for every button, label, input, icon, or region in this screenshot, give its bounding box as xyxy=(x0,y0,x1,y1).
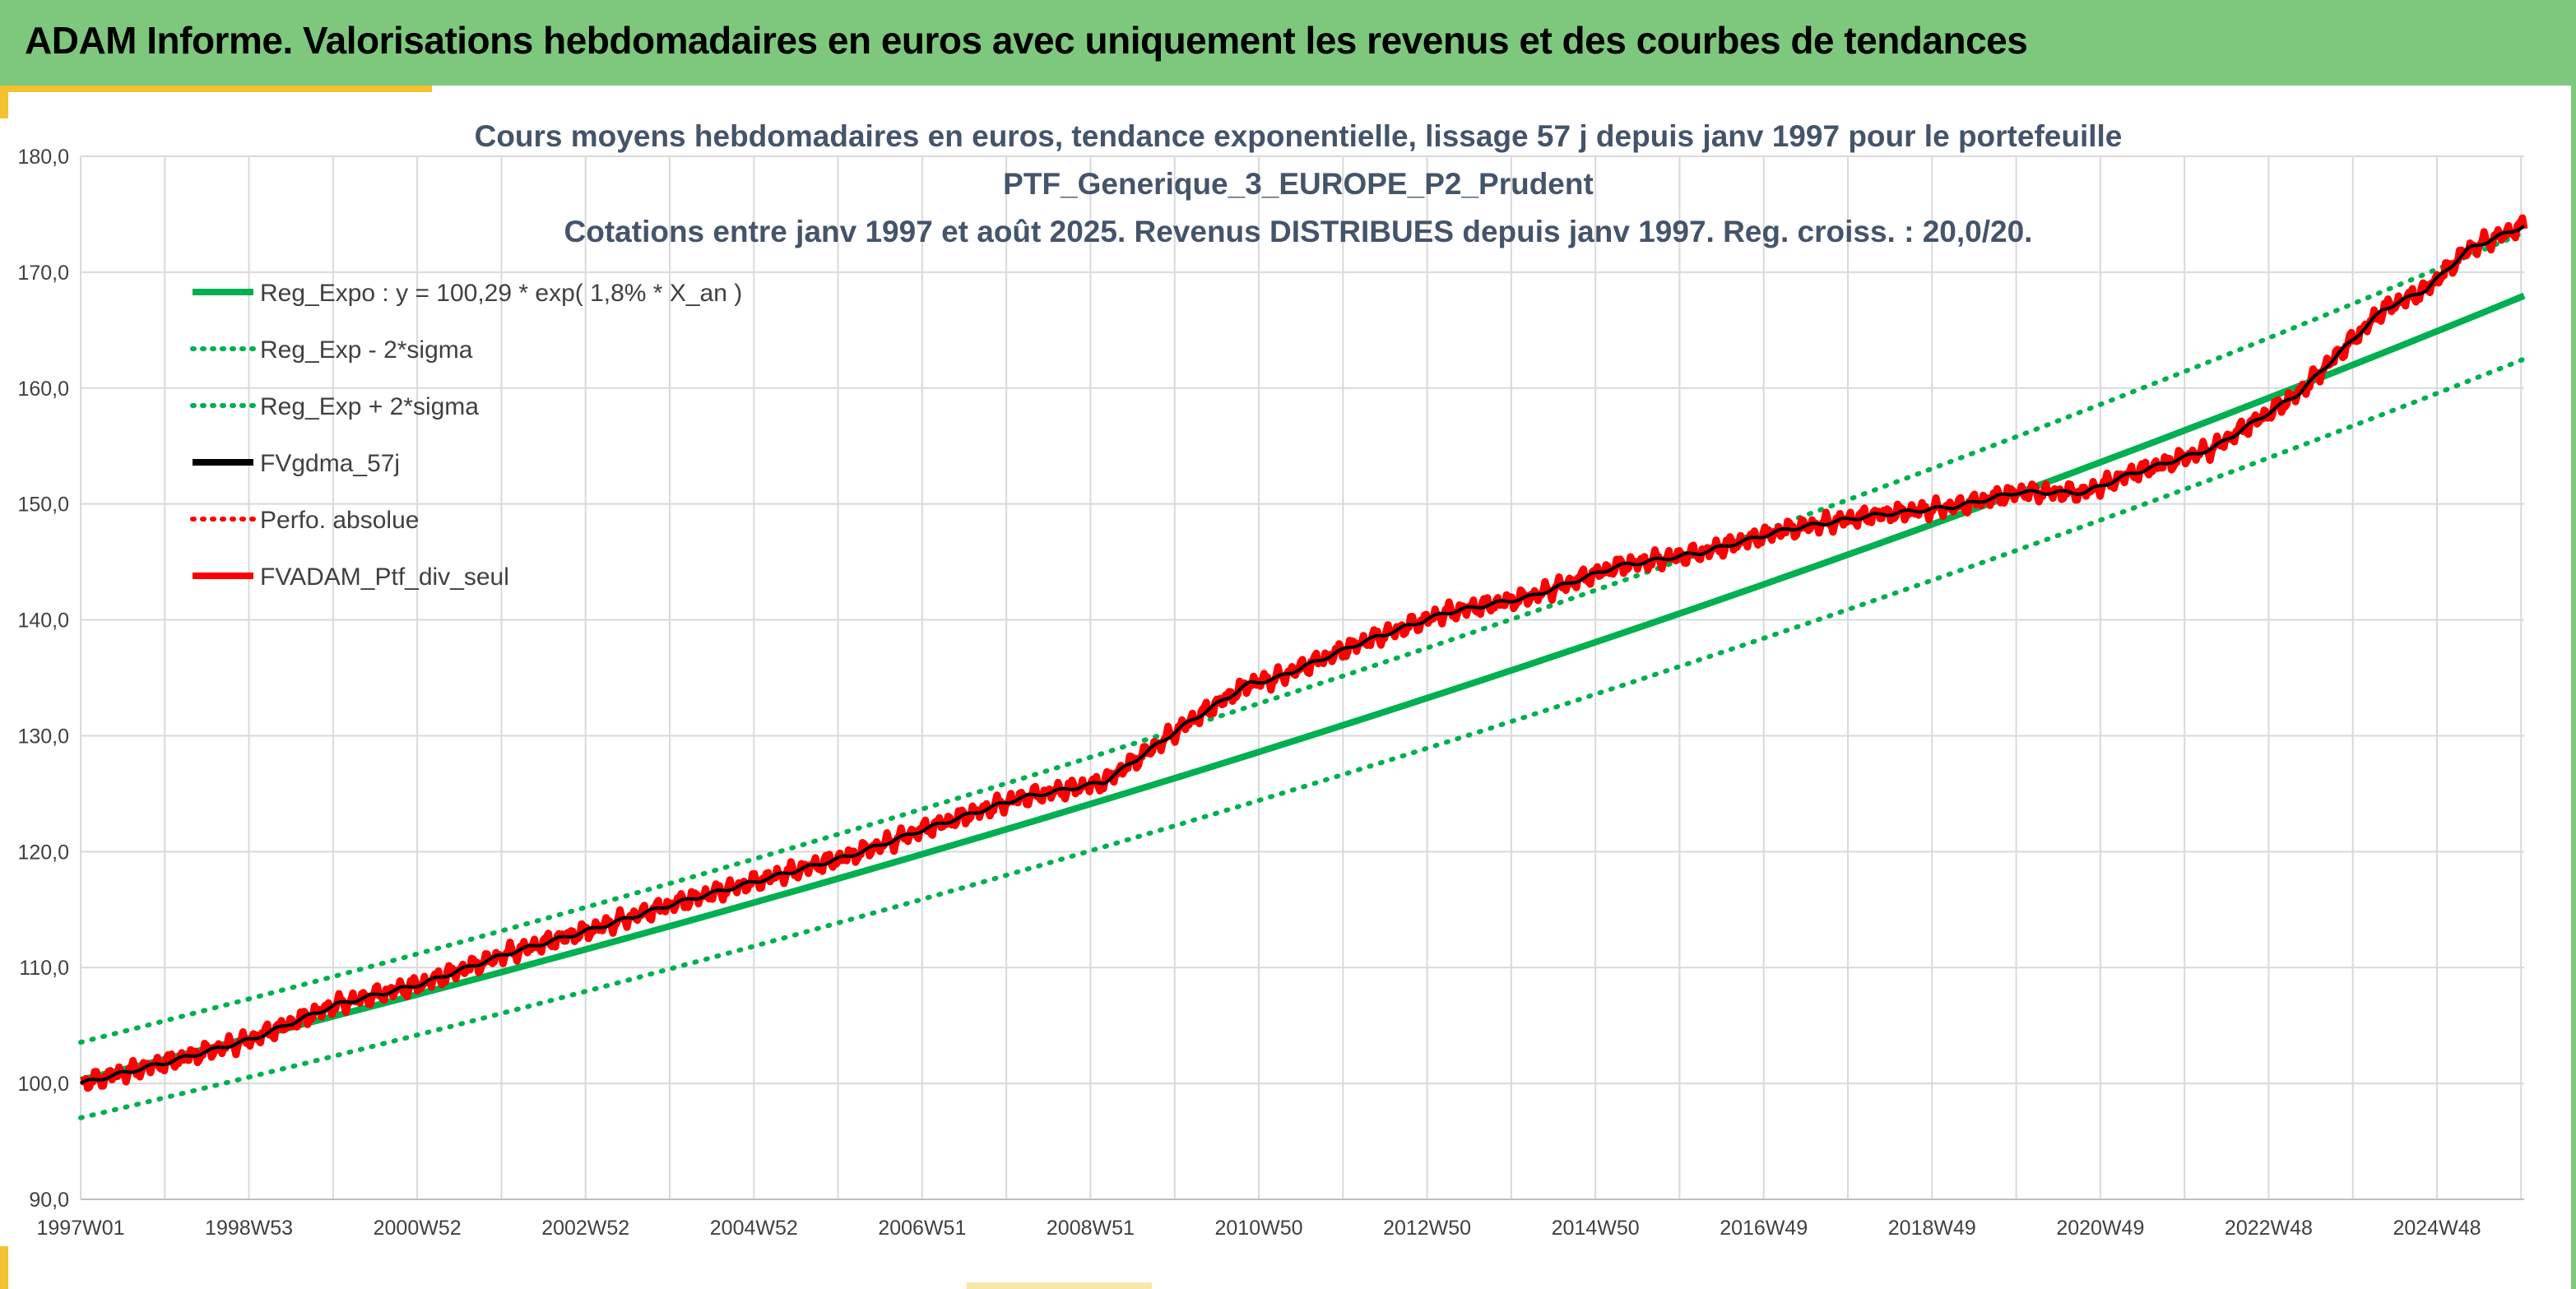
y-tick-label: 140,0 xyxy=(17,610,69,633)
y-tick-label: 170,0 xyxy=(17,262,69,285)
accent-bar-left xyxy=(0,86,8,118)
series-fvadam-ptf-div-seul xyxy=(78,214,2528,1092)
x-tick-label: 1998W53 xyxy=(205,1217,293,1240)
banner-title: ADAM Informe. Valorisations hebdomadaire… xyxy=(25,19,2028,62)
x-tick-label: 2000W52 xyxy=(374,1217,462,1240)
legend-perfo-absolue-label: Perfo. absolue xyxy=(260,507,419,534)
x-tick-label: 2002W52 xyxy=(541,1217,629,1240)
accent-bar-bottom-left xyxy=(0,1246,8,1289)
legend-fvgdma-label: FVgdma_57j xyxy=(260,450,400,477)
x-tick-label: 2024W48 xyxy=(2393,1217,2481,1240)
y-tick-label: 90,0 xyxy=(29,1189,69,1212)
chart-title-line-1: Cours moyens hebdomadaires en euros, ten… xyxy=(475,119,2123,153)
x-tick-label: 2004W52 xyxy=(710,1217,798,1240)
chart-ticks: 90,0 100,0 110,0 120,0 130,0 140,0 150,0 160,0 1… xyxy=(17,146,2481,1240)
chart-grid xyxy=(80,155,2524,1200)
legend-reg-exp-minus-label: Reg_Exp - 2*sigma xyxy=(260,336,473,364)
series-fvgdma-57j xyxy=(80,225,2526,1085)
y-tick-label: 120,0 xyxy=(17,841,69,864)
x-tick-label: 2018W49 xyxy=(1888,1217,1976,1240)
series-reg-expo xyxy=(80,292,2526,1083)
x-tick-label: 2008W51 xyxy=(1047,1217,1135,1240)
x-tick-label: 2014W50 xyxy=(1552,1217,1640,1240)
chart-title-line-3: Cotations entre janv 1997 et août 2025. … xyxy=(564,215,2033,248)
y-tick-label: 110,0 xyxy=(19,957,69,980)
series-reg-exp-minus-2sigma xyxy=(78,356,2527,1120)
frame-right-edge xyxy=(2571,86,2576,1289)
x-tick-label: 1997W01 xyxy=(36,1217,124,1240)
y-tick-label: 100,0 xyxy=(17,1073,69,1096)
chart-title-line-2: PTF_Generique_3_EUROPE_P2_Prudent xyxy=(1003,167,1594,201)
y-tick-label: 180,0 xyxy=(17,146,69,169)
accent-bar-top xyxy=(0,86,432,92)
legend-reg-exp-plus-label: Reg_Exp + 2*sigma xyxy=(260,393,479,420)
x-tick-label: 2022W48 xyxy=(2225,1217,2313,1240)
y-tick-label: 160,0 xyxy=(17,378,69,401)
chart-lines xyxy=(78,214,2528,1120)
x-tick-label: 2012W50 xyxy=(1383,1217,1471,1240)
header-banner: ADAM Informe. Valorisations hebdomadaire… xyxy=(0,0,2576,86)
x-tick-label: 2016W49 xyxy=(1720,1217,1808,1240)
y-tick-label: 150,0 xyxy=(17,494,69,517)
y-tick-label: 130,0 xyxy=(17,725,69,748)
x-tick-label: 2010W50 xyxy=(1214,1217,1302,1240)
legend-fvadam-label: FVADAM_Ptf_div_seul xyxy=(260,563,509,591)
legend-reg-expo-label: Reg_Expo : y = 100,29 * exp( 1,8% * X_an… xyxy=(260,280,742,307)
accent-bar-bottom xyxy=(967,1282,1152,1289)
x-tick-label: 2020W49 xyxy=(2056,1217,2144,1240)
chart-legend: Reg_Expo : y = 100,29 * exp( 1,8% * X_an… xyxy=(190,280,742,591)
x-tick-label: 2006W51 xyxy=(878,1217,966,1240)
